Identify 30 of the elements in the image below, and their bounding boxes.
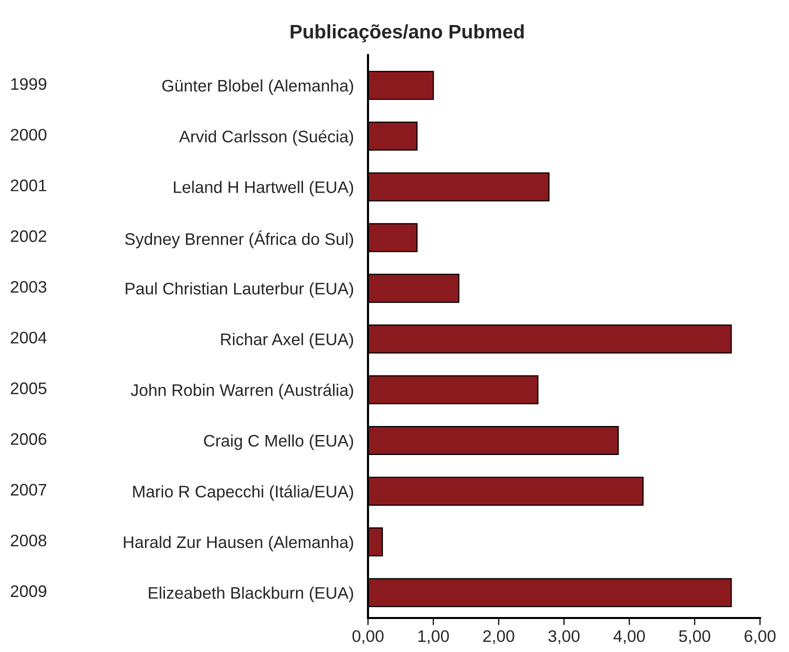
text: 1999 bbox=[11, 78, 46, 90]
x-tick-label: 2,00 bbox=[483, 630, 514, 644]
x-tick-label: 5,00 bbox=[679, 630, 710, 644]
x-tick-label: 0,00 bbox=[352, 630, 384, 644]
text: 2004 bbox=[10, 332, 47, 344]
y-tick-label: Harald Zur Hausen (Alemanha) bbox=[124, 536, 354, 552]
text: 2001 bbox=[10, 180, 46, 192]
text: 2008 bbox=[10, 534, 46, 546]
y-tick-label: Richar Axel (EUA) bbox=[221, 332, 354, 349]
y-tick-label: Leland H Hartwell (EUA) bbox=[174, 180, 354, 196]
y-tick-label: Elizeabeth Blackburn (EUA) bbox=[148, 586, 354, 602]
x-tick-label: 4,00 bbox=[614, 630, 645, 644]
y-tick-label: Mario R Capecchi (Itália/EUA) bbox=[133, 485, 354, 501]
x-tick-label: 6,00 bbox=[744, 630, 776, 644]
x-tick-label: 3,00 bbox=[548, 630, 580, 644]
text: 2000 bbox=[10, 128, 46, 141]
y-tick-label: Sydney Brenner (África do Sul) bbox=[125, 230, 354, 248]
text: 2002 bbox=[10, 230, 46, 242]
y-tick-label: Günter Blobel (Alemanha) bbox=[162, 79, 354, 95]
y-tick-label: Paul Christian Lauterbur (EUA) bbox=[126, 282, 354, 298]
text: 2007 bbox=[10, 484, 46, 496]
y-tick-label: Arvid Carlsson (Suécia) bbox=[179, 130, 354, 146]
text: 2006 bbox=[10, 433, 46, 445]
y-tick-label: Craig C Mello (EUA) bbox=[204, 434, 354, 450]
x-tick-label: 1,00 bbox=[418, 630, 449, 644]
text: 2005 bbox=[10, 382, 46, 394]
text: 2003 bbox=[10, 280, 46, 293]
chart-title: Publicações/ano Pubmed bbox=[290, 24, 524, 42]
text: 2009 bbox=[10, 585, 46, 598]
y-tick-label: John Robin Warren (Austrália) bbox=[130, 384, 354, 400]
